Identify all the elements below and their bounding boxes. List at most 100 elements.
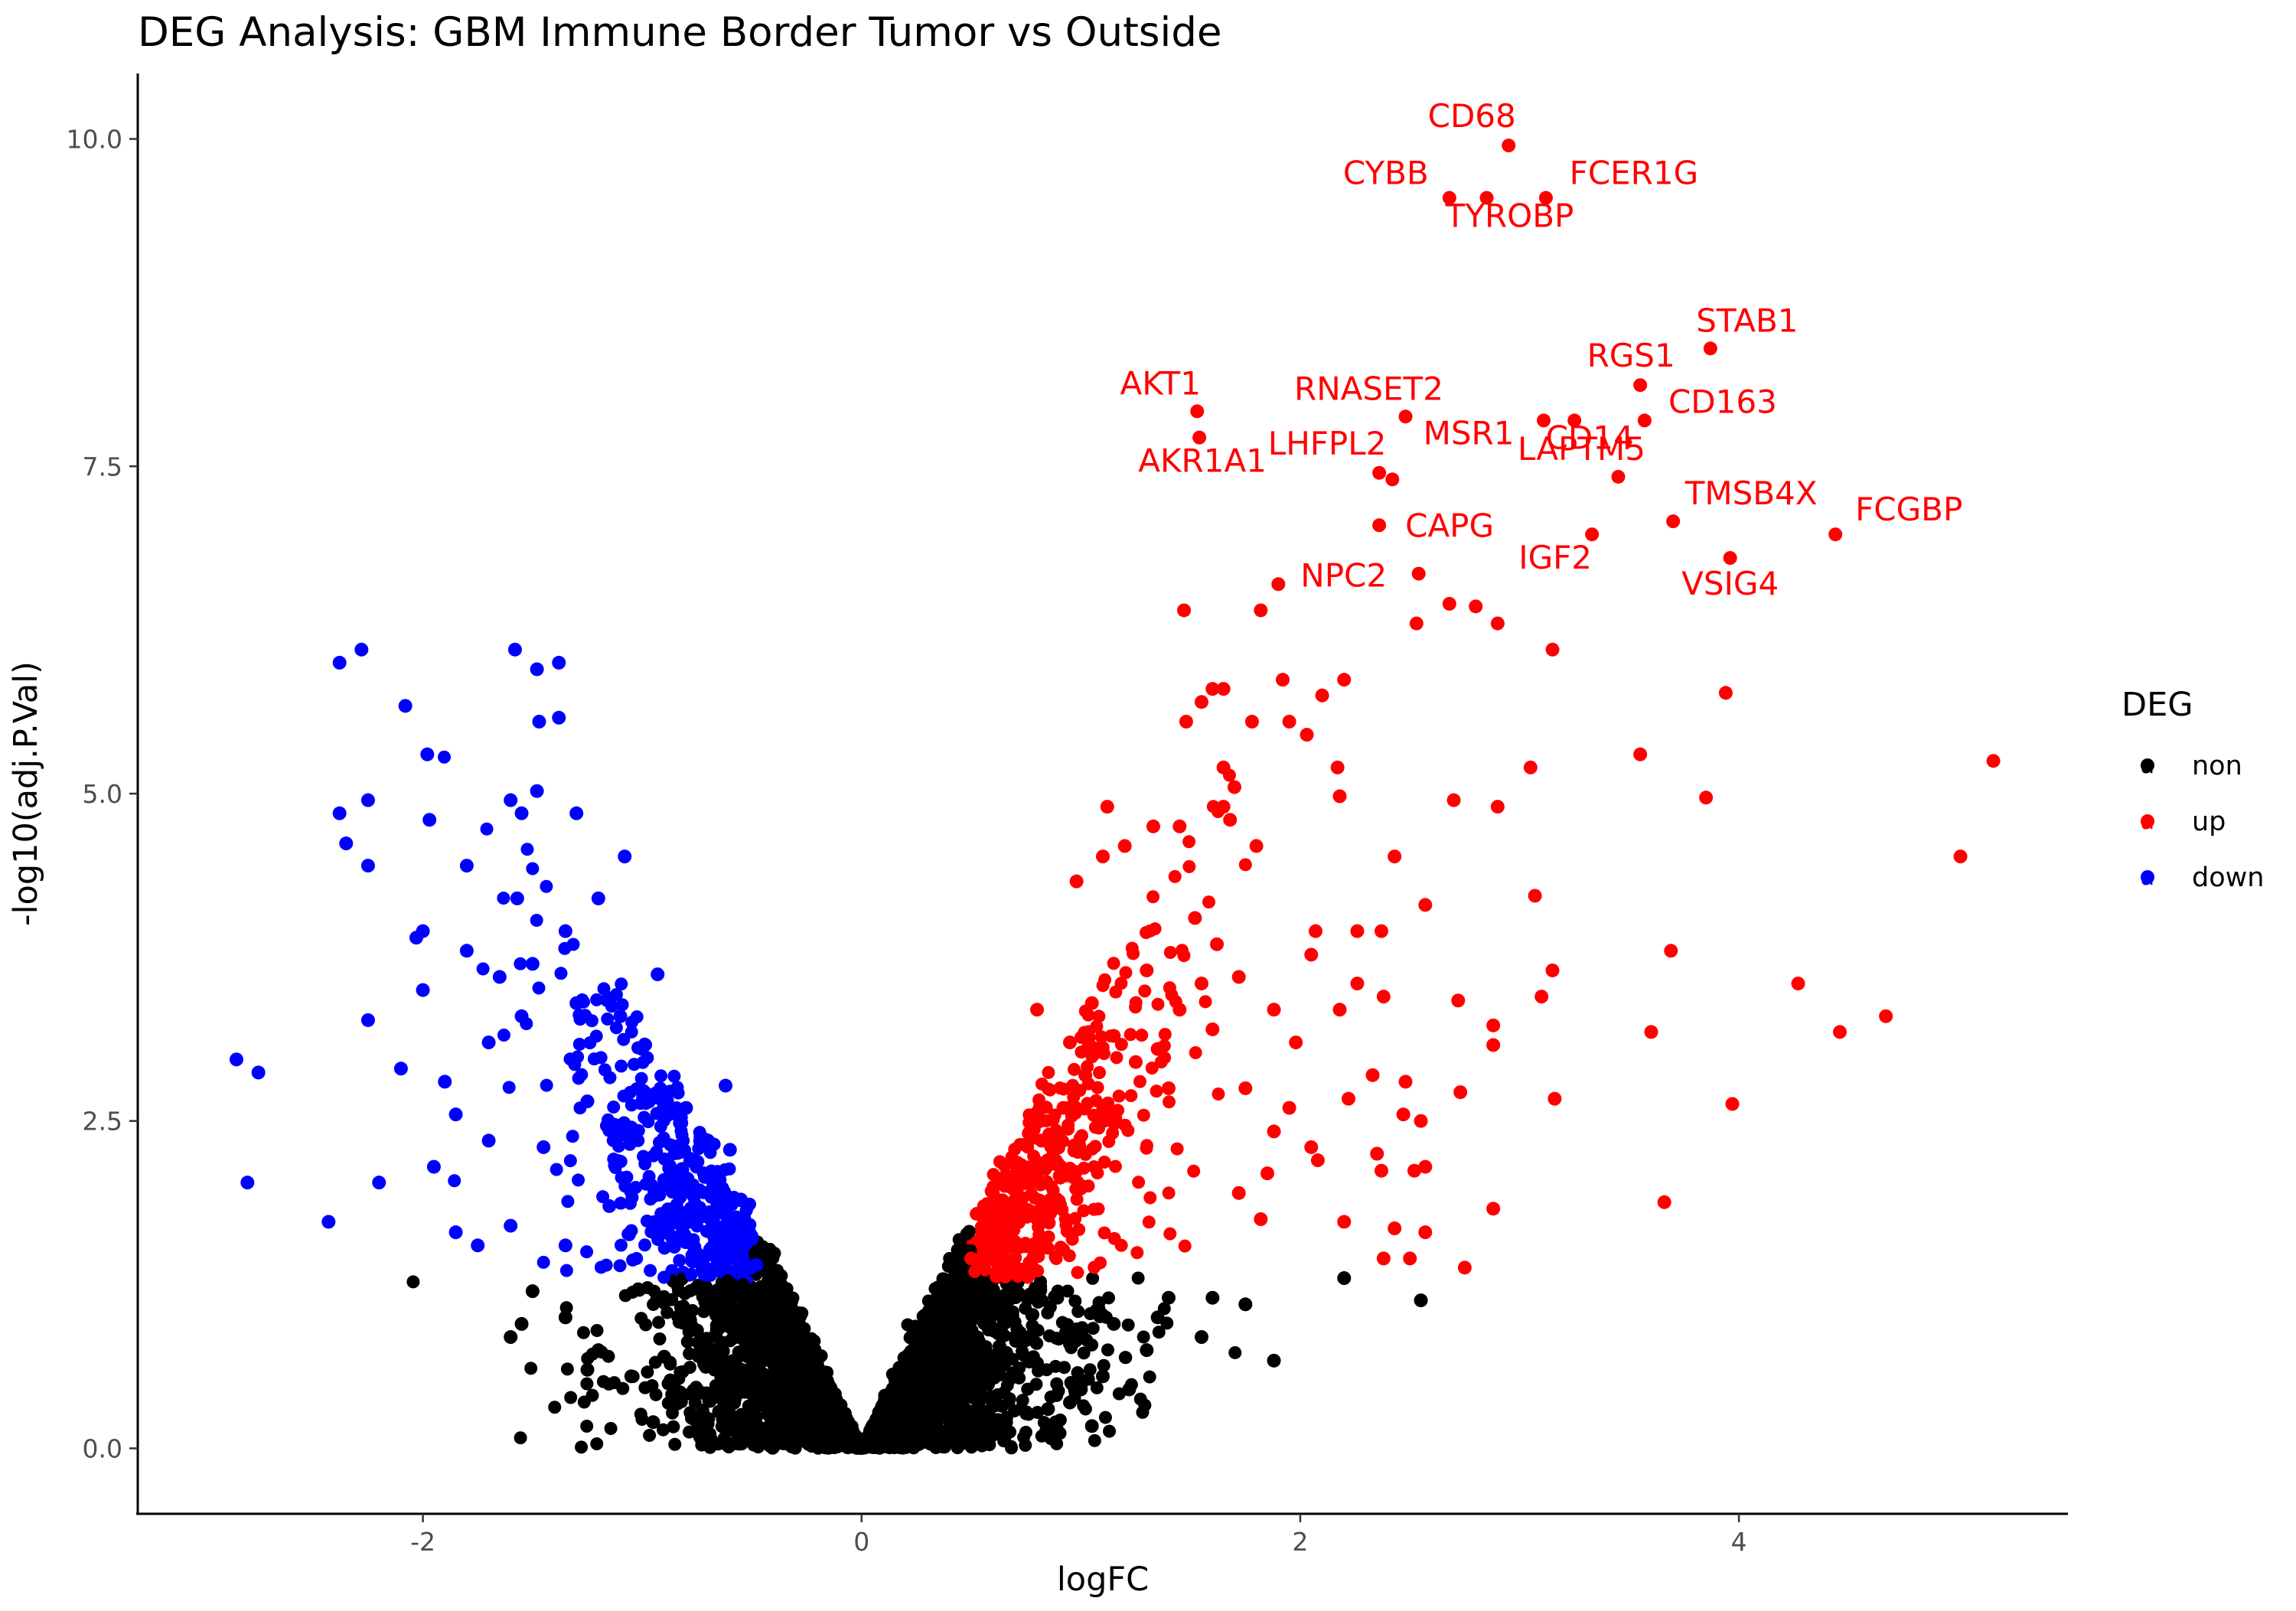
data-point — [696, 1405, 710, 1419]
data-point — [1365, 1068, 1380, 1082]
data-point — [603, 1071, 617, 1084]
data-point — [774, 1415, 788, 1429]
data-point — [1059, 1218, 1073, 1232]
data-point — [596, 1375, 610, 1388]
data-point — [1058, 1326, 1072, 1340]
data-point — [448, 1174, 461, 1188]
data-point — [572, 1173, 585, 1187]
data-point — [962, 1225, 976, 1238]
data-point — [580, 1362, 595, 1377]
data-point — [780, 1352, 794, 1366]
data-point — [614, 1155, 628, 1169]
data-point — [1063, 1035, 1078, 1050]
data-point — [1469, 599, 1483, 614]
data-point — [618, 1289, 632, 1303]
data-point — [1657, 1195, 1671, 1209]
data-point — [691, 1349, 705, 1363]
data-point — [1041, 1402, 1055, 1417]
data-point — [1376, 1251, 1391, 1266]
data-point — [765, 1293, 778, 1306]
data-point — [530, 662, 544, 677]
data-point — [996, 1300, 1010, 1314]
data-point — [1011, 1270, 1025, 1283]
data-point — [792, 1316, 806, 1329]
data-point — [1398, 1075, 1413, 1089]
data-point — [602, 1198, 617, 1213]
data-point — [1453, 1085, 1468, 1100]
data-point — [931, 1426, 945, 1440]
data-point — [1071, 1146, 1084, 1159]
data-point — [680, 1335, 694, 1348]
data-point — [767, 1336, 781, 1351]
data-point — [1216, 800, 1231, 814]
data-point — [526, 862, 540, 876]
point-cloud — [406, 750, 1252, 1455]
data-point — [953, 1284, 967, 1299]
data-point — [734, 1192, 748, 1207]
data-point — [1091, 1202, 1105, 1216]
data-point — [1260, 1166, 1274, 1181]
data-point — [585, 1388, 599, 1402]
data-point — [1163, 1227, 1177, 1241]
data-point — [1791, 977, 1805, 991]
data-point — [711, 1174, 725, 1188]
data-point — [692, 1142, 706, 1156]
data-point — [229, 1052, 243, 1067]
data-point — [683, 1425, 696, 1439]
gene-label-npc2: NPC2 — [1300, 557, 1387, 595]
data-point — [1086, 1271, 1100, 1285]
data-point — [1132, 1176, 1146, 1189]
data-point — [639, 1318, 653, 1332]
data-point — [667, 1241, 681, 1254]
data-point — [714, 1370, 728, 1384]
data-point — [664, 1138, 677, 1152]
data-point — [624, 1369, 638, 1384]
data-point — [1085, 1040, 1099, 1054]
data-point — [1142, 1215, 1156, 1229]
data-point — [837, 1409, 851, 1423]
y-tick-label: 10.0 — [67, 125, 122, 155]
data-point — [1396, 1107, 1411, 1122]
data-point — [668, 1212, 683, 1227]
data-point — [251, 1065, 266, 1080]
legend-swatch-up — [2141, 814, 2154, 828]
data-point — [1143, 1191, 1157, 1205]
data-point — [1337, 673, 1352, 687]
data-point — [1202, 895, 1216, 909]
data-point — [1231, 1185, 1246, 1200]
data-point — [726, 1314, 739, 1328]
data-point — [1332, 1003, 1347, 1017]
data-point — [1084, 996, 1099, 1010]
data-point — [1718, 686, 1733, 700]
data-point — [1049, 1250, 1062, 1264]
data-point — [1020, 1270, 1034, 1283]
data-point — [532, 714, 546, 729]
data-point — [994, 1207, 1008, 1221]
data-point — [962, 1431, 976, 1445]
data-point — [1077, 1399, 1091, 1413]
data-point — [657, 1241, 671, 1255]
data-point — [717, 1431, 731, 1445]
data-point — [764, 1282, 778, 1296]
y-axis-title: -log10(adj.P.Val) — [7, 661, 45, 926]
data-point — [968, 1312, 982, 1326]
data-point — [765, 1371, 779, 1384]
data-point — [615, 998, 629, 1012]
data-point — [1158, 1028, 1172, 1042]
data-point — [1128, 1055, 1143, 1069]
data-point — [638, 1157, 652, 1171]
data-point — [1953, 850, 1968, 864]
data-point — [625, 1185, 638, 1198]
data-point — [1177, 603, 1192, 618]
data-point — [1050, 1437, 1064, 1450]
data-point — [683, 1154, 696, 1168]
data-point — [810, 1402, 825, 1417]
data-point — [1414, 1293, 1428, 1308]
data-point — [688, 1414, 702, 1427]
data-point — [1049, 1359, 1062, 1373]
data-point — [596, 1190, 610, 1204]
data-point — [540, 879, 553, 893]
data-point — [591, 891, 605, 905]
data-point — [1092, 1009, 1106, 1023]
data-point — [771, 1264, 784, 1277]
